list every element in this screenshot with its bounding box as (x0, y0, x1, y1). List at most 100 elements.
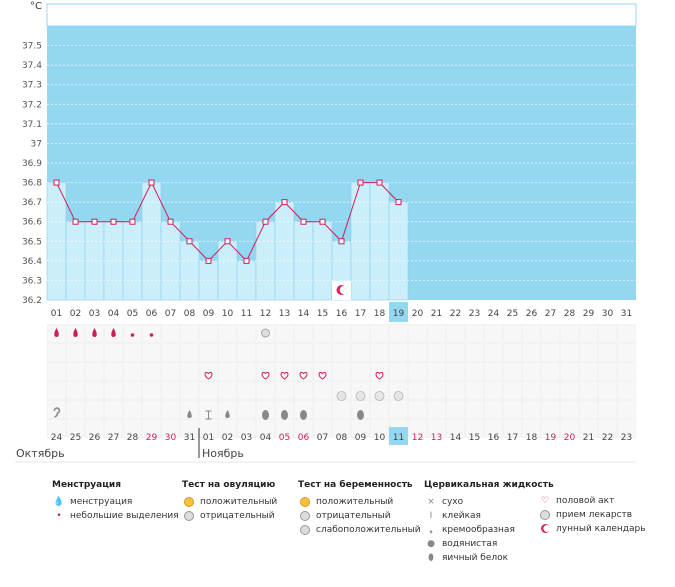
ovulation-negative-icon (261, 328, 270, 338)
marker-cell (104, 400, 123, 419)
cycle-day-label: 31 (621, 309, 632, 319)
marker-cell (560, 419, 579, 438)
y-tick-label: 37.3 (22, 81, 42, 91)
temperature-bar (179, 240, 200, 301)
marker-cell (85, 362, 104, 381)
marker-cell (180, 400, 199, 419)
pregnancy-negative-icon (336, 391, 347, 401)
marker-cell (66, 381, 85, 400)
marker-cell (218, 419, 237, 438)
calendar-date-label: 18 (526, 433, 538, 443)
calendar-date-label: 27 (108, 433, 119, 443)
marker-cell (294, 381, 313, 400)
marker-cell (522, 343, 541, 362)
cycle-day-label: 13 (279, 309, 290, 319)
marker-cell (446, 419, 465, 438)
marker-cell (294, 324, 313, 343)
marker-cell (313, 324, 332, 343)
blood-drop-icon (92, 328, 97, 337)
cycle-day-label: 22 (450, 309, 461, 319)
y-tick-label: 37.5 (22, 42, 42, 52)
marker-cell (313, 343, 332, 362)
y-tick-label: 36.9 (22, 159, 42, 169)
cycle-day-label: 21 (431, 309, 442, 319)
legend-pregnancy-test: Тест на беременность положительный отриц… (298, 480, 421, 537)
marker-cell (275, 324, 294, 343)
calendar-date-label: 29 (146, 433, 158, 443)
cycle-day-label: 26 (526, 309, 538, 319)
marker-cell (598, 362, 617, 381)
legend-creamy-label: кремообразная (442, 525, 515, 535)
month-label-november: Ноябрь (202, 447, 244, 460)
cycle-day-label: 23 (469, 309, 480, 319)
marker-cell (446, 343, 465, 362)
marker-cell (237, 381, 256, 400)
temperature-point (91, 218, 98, 225)
marker-cell (427, 343, 446, 362)
y-tick-label: 36.8 (22, 179, 42, 189)
temperature-point (224, 238, 231, 245)
egg-icon (300, 410, 307, 420)
temperature-point (262, 218, 269, 225)
marker-cell (142, 343, 161, 362)
marker-cell (427, 400, 446, 419)
legend-ovulation-positive-item: положительный (182, 495, 277, 509)
legend-pregnancy-positive-label: положительный (316, 497, 394, 507)
marker-cell (294, 362, 313, 381)
marker-cell (142, 362, 161, 381)
calendar-date-label: 15 (469, 433, 480, 443)
marker-cell (47, 419, 66, 438)
legend-pregnancy-weak-label: слабоположительный (316, 525, 421, 535)
cycle-day-label: 19 (393, 309, 405, 319)
marker-cell (617, 362, 636, 381)
pregnancy-positive-icon (298, 495, 312, 509)
blood-drop-icon: 💧 (53, 497, 65, 507)
legend-watery-label: водянистая (442, 539, 498, 549)
marker-cell (598, 381, 617, 400)
marker-cell (123, 381, 142, 400)
legend-pregnancy-positive-item: положительный (298, 495, 421, 509)
marker-rows-left-pad (15, 324, 47, 438)
legend-creamy-item: ❟ кремообразная (424, 523, 554, 537)
calendar-date-label: 30 (165, 433, 177, 443)
calendar-date-label: 07 (317, 433, 328, 443)
marker-cell (370, 343, 389, 362)
marker-cell (85, 400, 104, 419)
egg-icon (262, 410, 269, 420)
marker-cell (484, 400, 503, 419)
y-tick-label: 36.7 (22, 198, 42, 208)
cycle-day-label: 01 (51, 309, 62, 319)
marker-cell (256, 362, 275, 381)
legend-pregnancy-negative-label: отрицательный (316, 511, 391, 521)
temperature-point (205, 257, 212, 264)
cycle-day-label: 30 (602, 309, 614, 319)
drop-icon (187, 410, 192, 418)
marker-cell (256, 381, 275, 400)
comma-icon: ❟ (429, 525, 433, 535)
cycle-day-label: 20 (412, 309, 424, 319)
temperature-point (281, 199, 288, 206)
marker-cell (503, 400, 522, 419)
marker-cell (237, 362, 256, 381)
temperature-point (148, 179, 155, 186)
marker-cell (123, 343, 142, 362)
calendar-date-label: 16 (488, 433, 500, 443)
legend-eggwhite-label: яичный белок (442, 553, 509, 563)
marker-cell (465, 324, 484, 343)
marker-cell (465, 362, 484, 381)
moon-icon (538, 522, 552, 536)
heart-icon: ♡ (540, 496, 550, 506)
marker-cell (598, 400, 617, 419)
marker-cell (579, 324, 598, 343)
y-tick-label: 37.1 (22, 120, 42, 130)
marker-cell (218, 324, 237, 343)
comma-icon (53, 407, 61, 418)
legend-ovulation-test: Тест на овуляцию положительный отрицател… (182, 480, 277, 523)
marker-cell (218, 362, 237, 381)
marker-cell (522, 419, 541, 438)
calendar-date-label: 10 (374, 433, 386, 443)
marker-cell (199, 381, 218, 400)
cycle-day-label: 02 (70, 309, 81, 319)
marker-cell (522, 324, 541, 343)
